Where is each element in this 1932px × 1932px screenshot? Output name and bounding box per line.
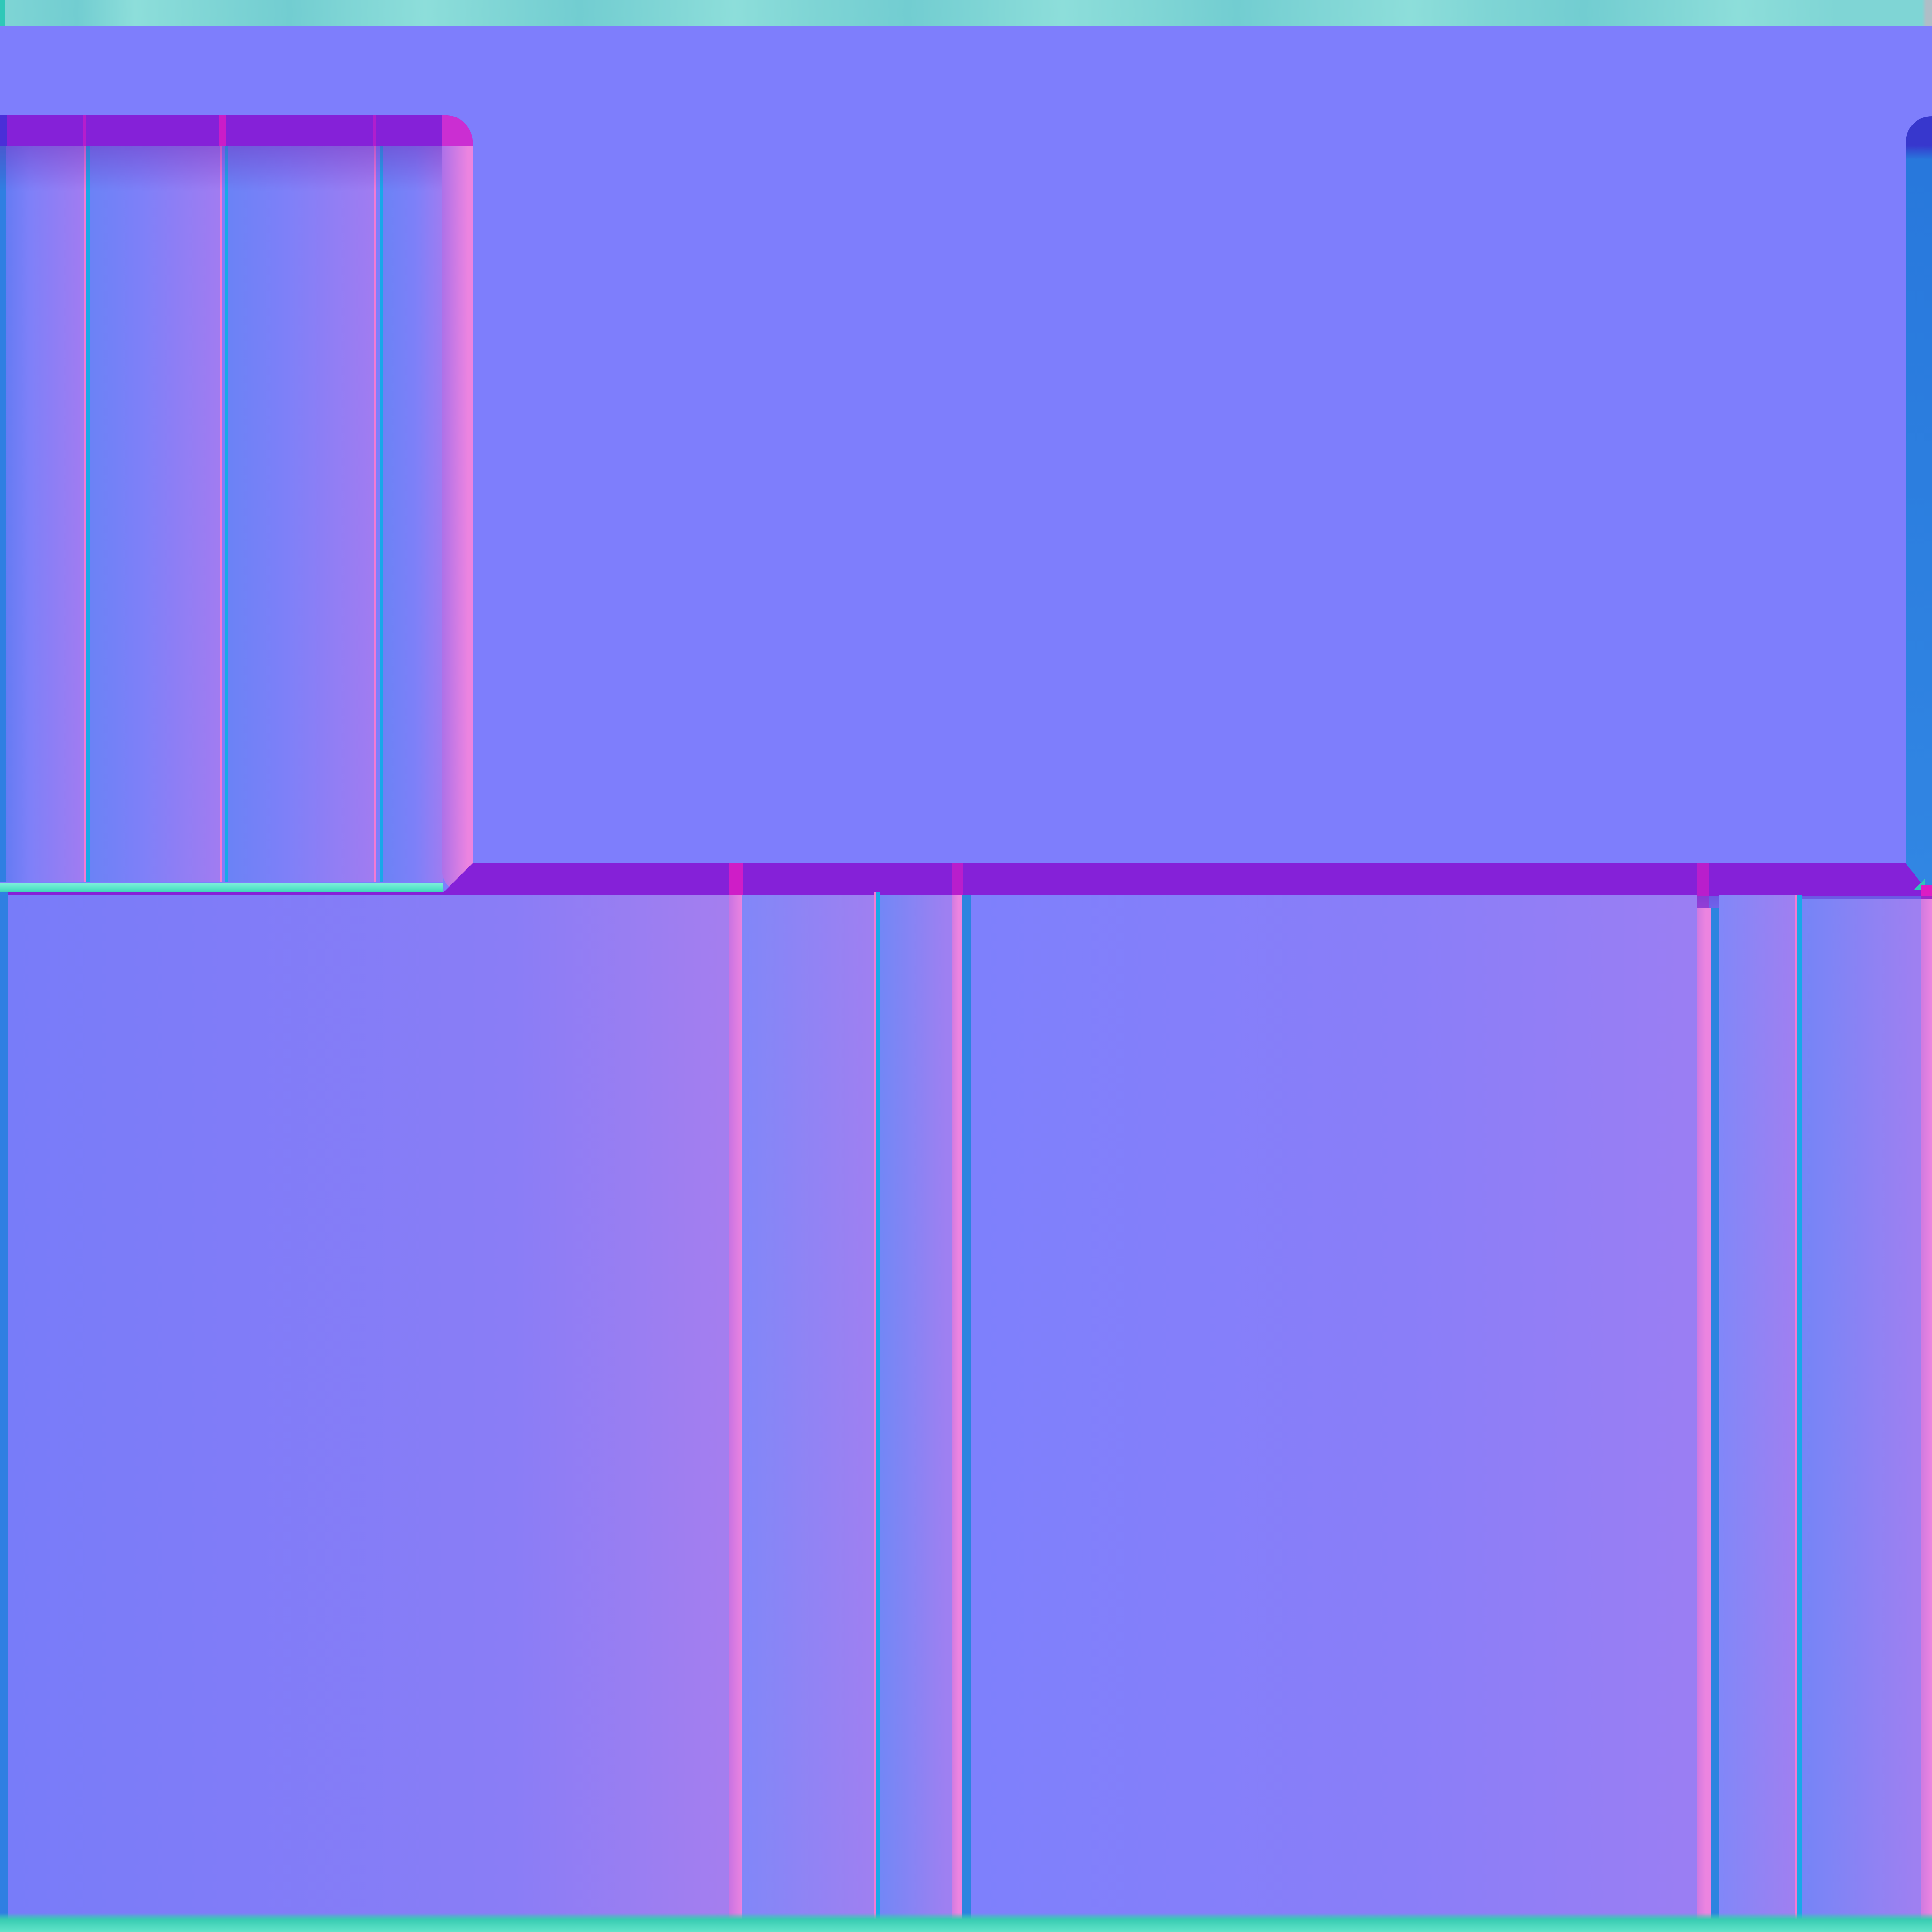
sidebar-column-2 — [90, 146, 220, 882]
right-edge-pink-bevel — [1921, 899, 1932, 1932]
sidebar-top-edge-band — [0, 115, 473, 146]
content-panel-left — [8, 895, 729, 1919]
sidebar-band-magenta-cap — [442, 115, 473, 146]
content-panel-right — [971, 895, 1697, 1918]
sidebar-panel — [0, 115, 473, 892]
sidebar-column-3 — [228, 146, 374, 882]
gutter-3-pink-line — [1795, 895, 1797, 1932]
gutter-1-pink-line — [874, 892, 876, 1932]
right-edge-column — [1802, 899, 1921, 1918]
top-band-left-sliver — [0, 0, 5, 26]
sidebar-right-pink-bevel — [442, 115, 473, 892]
sidebar-separator-2-cyan — [225, 146, 228, 882]
gutter-2-pink-bevel — [952, 895, 962, 1932]
gutter-1-cyan-line — [876, 892, 880, 1932]
top-band-right-gray-notch — [1922, 0, 1932, 26]
sidebar-band-mark-1 — [83, 115, 86, 146]
sidebar-bottom-teal-bevel — [0, 883, 443, 892]
top-tab-strip-band — [0, 0, 1932, 26]
sidebar-band-mark-3 — [373, 115, 376, 146]
gutter-column-2 — [880, 895, 952, 1918]
sidebar-separator-3-pink — [374, 146, 376, 882]
scrollbar-thumb[interactable] — [1906, 116, 1932, 886]
sidebar-separator-1-cyan — [86, 146, 90, 882]
sidebar-band-mark-2 — [219, 115, 226, 146]
gutter-3-cyan-line — [1797, 895, 1802, 1932]
sidebar-top-inner-shadow — [0, 146, 443, 191]
gutter-2-blue-bevel — [962, 895, 971, 1932]
sidebar-column-1 — [0, 146, 84, 882]
panel-right-blue-bevel — [1711, 908, 1719, 1932]
panel-left-right-pink-bevel — [729, 895, 742, 1932]
sidebar-separator-2-pink — [220, 146, 222, 882]
sidebar-separator-3-cyan — [380, 146, 383, 882]
panel-right-pink-bevel — [1697, 908, 1711, 1932]
gutter-column-1 — [742, 895, 874, 1918]
sidebar-separator-1-pink — [84, 146, 86, 882]
bottom-left-blue-bevel — [0, 892, 8, 1932]
gutter-column-3 — [1719, 895, 1795, 1918]
sidebar-column-4 — [383, 146, 443, 882]
sidebar-left-bevel — [0, 146, 6, 882]
sidebar-band-left-dark — [0, 115, 7, 146]
bottom-teal-band — [0, 1913, 1932, 1932]
